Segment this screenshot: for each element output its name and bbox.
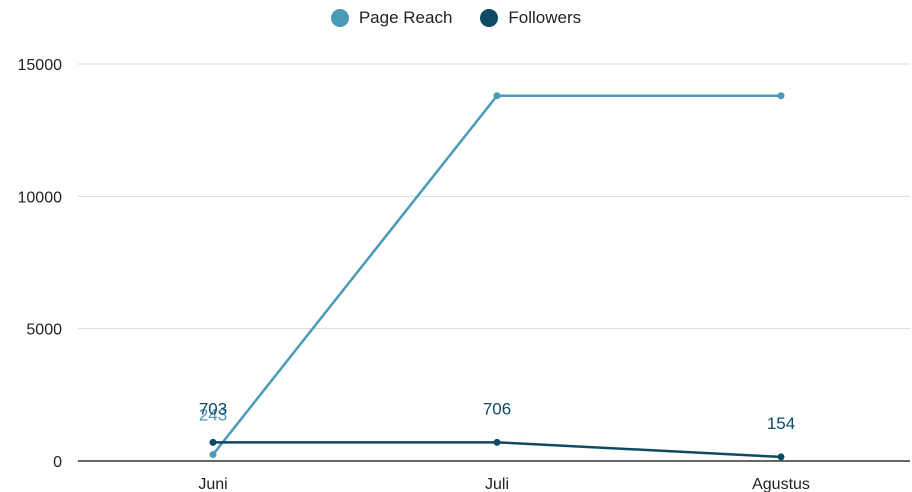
x-axis-ticks: Juni Juli Agustus	[198, 476, 810, 492]
y-axis-ticks: 0 5000 10000 15000	[18, 57, 63, 471]
y-tick-label: 10000	[18, 189, 63, 206]
legend-label-page-reach: Page Reach	[358, 8, 453, 27]
legend-swatch-page-reach	[330, 9, 349, 27]
data-label: 154	[767, 414, 795, 433]
x-tick-label: Juli	[485, 476, 509, 492]
chart-legend: Page Reach Followers	[0, 8, 912, 28]
y-tick-label: 15000	[18, 57, 63, 74]
data-label: 703	[199, 399, 227, 418]
y-tick-label: 0	[53, 454, 62, 471]
legend-swatch-followers	[480, 9, 499, 27]
data-point[interactable]	[493, 92, 501, 100]
data-point[interactable]	[493, 438, 501, 446]
data-label: 706	[483, 399, 511, 418]
x-tick-label: Juni	[198, 476, 227, 492]
y-tick-label: 5000	[26, 322, 62, 339]
data-label: 243	[199, 406, 227, 425]
data-point[interactable]	[777, 92, 785, 100]
legend-item-page-reach[interactable]: Page Reach	[330, 8, 453, 28]
x-tick-label: Agustus	[752, 476, 810, 492]
data-point[interactable]	[209, 451, 217, 459]
legend-label-followers: Followers	[508, 8, 582, 27]
grid-lines	[78, 63, 910, 462]
data-point[interactable]	[209, 438, 217, 446]
data-point[interactable]	[777, 453, 785, 461]
series-lines	[209, 92, 785, 461]
legend-item-followers[interactable]: Followers	[480, 8, 581, 28]
